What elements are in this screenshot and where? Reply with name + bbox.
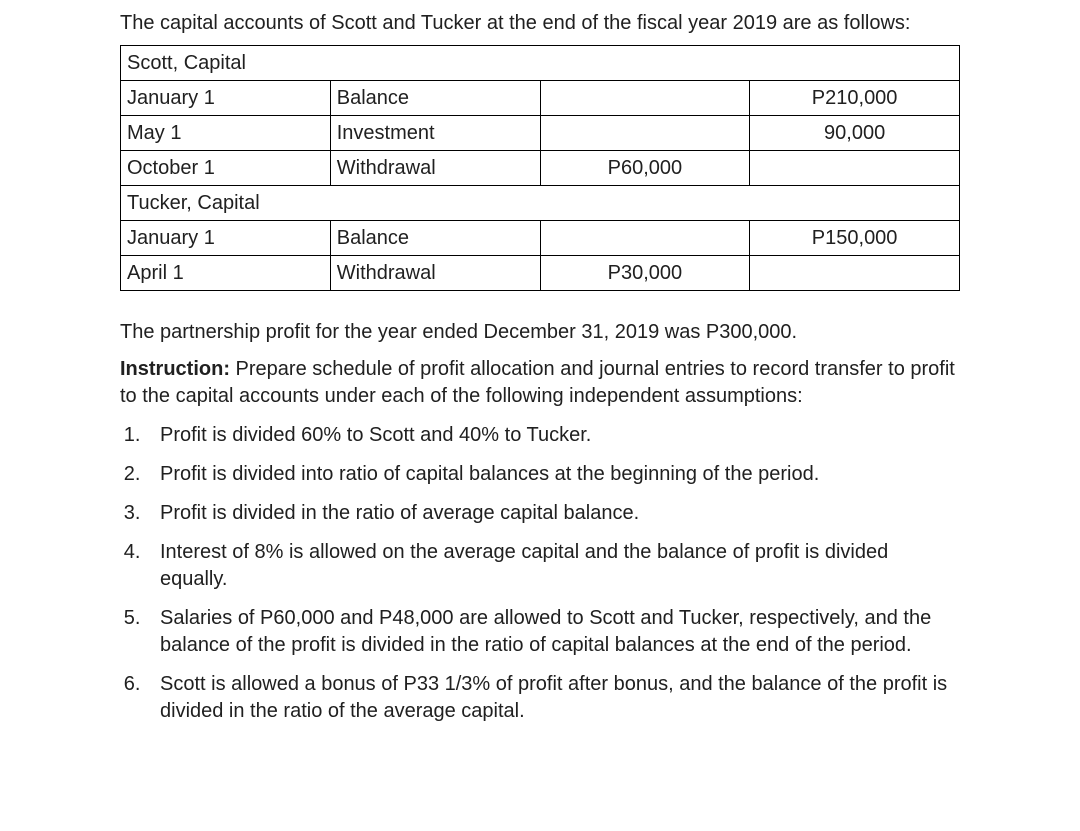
list-item: Interest of 8% is allowed on the average… bbox=[146, 539, 960, 593]
table-cell: January 1 bbox=[121, 81, 331, 116]
table-section-header: Scott, Capital bbox=[121, 46, 960, 81]
body-text: The partnership profit for the year ende… bbox=[120, 319, 960, 725]
table-cell: P210,000 bbox=[750, 81, 960, 116]
table-row: October 1WithdrawalP60,000 bbox=[121, 151, 960, 186]
table-cell: Balance bbox=[330, 221, 540, 256]
table-cell: P150,000 bbox=[750, 221, 960, 256]
table-cell: January 1 bbox=[121, 221, 331, 256]
table-cell: October 1 bbox=[121, 151, 331, 186]
table-cell: Investment bbox=[330, 116, 540, 151]
instruction-text: Prepare schedule of profit allocation an… bbox=[120, 358, 955, 407]
table-row: January 1Balance P150,000 bbox=[121, 221, 960, 256]
list-item: Profit is divided 60% to Scott and 40% t… bbox=[146, 422, 960, 449]
table-cell: P60,000 bbox=[540, 151, 750, 186]
table-cell: May 1 bbox=[121, 116, 331, 151]
table-section-header: Tucker, Capital bbox=[121, 186, 960, 221]
table-cell bbox=[750, 256, 960, 291]
profit-line: The partnership profit for the year ende… bbox=[120, 319, 960, 346]
table-cell bbox=[540, 116, 750, 151]
list-item: Profit is divided into ratio of capital … bbox=[146, 461, 960, 488]
capital-accounts-table: Scott, CapitalJanuary 1BalanceP210,000Ma… bbox=[120, 45, 960, 291]
section-header-cell: Scott, Capital bbox=[121, 46, 960, 81]
table-cell: P30,000 bbox=[540, 256, 750, 291]
table-cell: Withdrawal bbox=[330, 151, 540, 186]
table-cell bbox=[750, 151, 960, 186]
list-item: Scott is allowed a bonus of P33 1/3% of … bbox=[146, 671, 960, 725]
table-cell: Balance bbox=[330, 81, 540, 116]
section-header-cell: Tucker, Capital bbox=[121, 186, 960, 221]
intro-text: The capital accounts of Scott and Tucker… bbox=[120, 10, 960, 37]
table-cell: April 1 bbox=[121, 256, 331, 291]
assumptions-list: Profit is divided 60% to Scott and 40% t… bbox=[146, 422, 960, 725]
table-row: January 1Balance P210,000 bbox=[121, 81, 960, 116]
table-row: May 1Investment 90,000 bbox=[121, 116, 960, 151]
instruction-label: Instruction: bbox=[120, 358, 230, 380]
table-cell bbox=[540, 221, 750, 256]
table-cell: 90,000 bbox=[750, 116, 960, 151]
table-row: April 1WithdrawalP30,000 bbox=[121, 256, 960, 291]
list-item: Profit is divided in the ratio of averag… bbox=[146, 500, 960, 527]
problem-page: The capital accounts of Scott and Tucker… bbox=[0, 0, 1080, 777]
table-cell: Withdrawal bbox=[330, 256, 540, 291]
list-item: Salaries of P60,000 and P48,000 are allo… bbox=[146, 605, 960, 659]
table-cell bbox=[540, 81, 750, 116]
instruction-paragraph: Instruction: Prepare schedule of profit … bbox=[120, 356, 960, 410]
